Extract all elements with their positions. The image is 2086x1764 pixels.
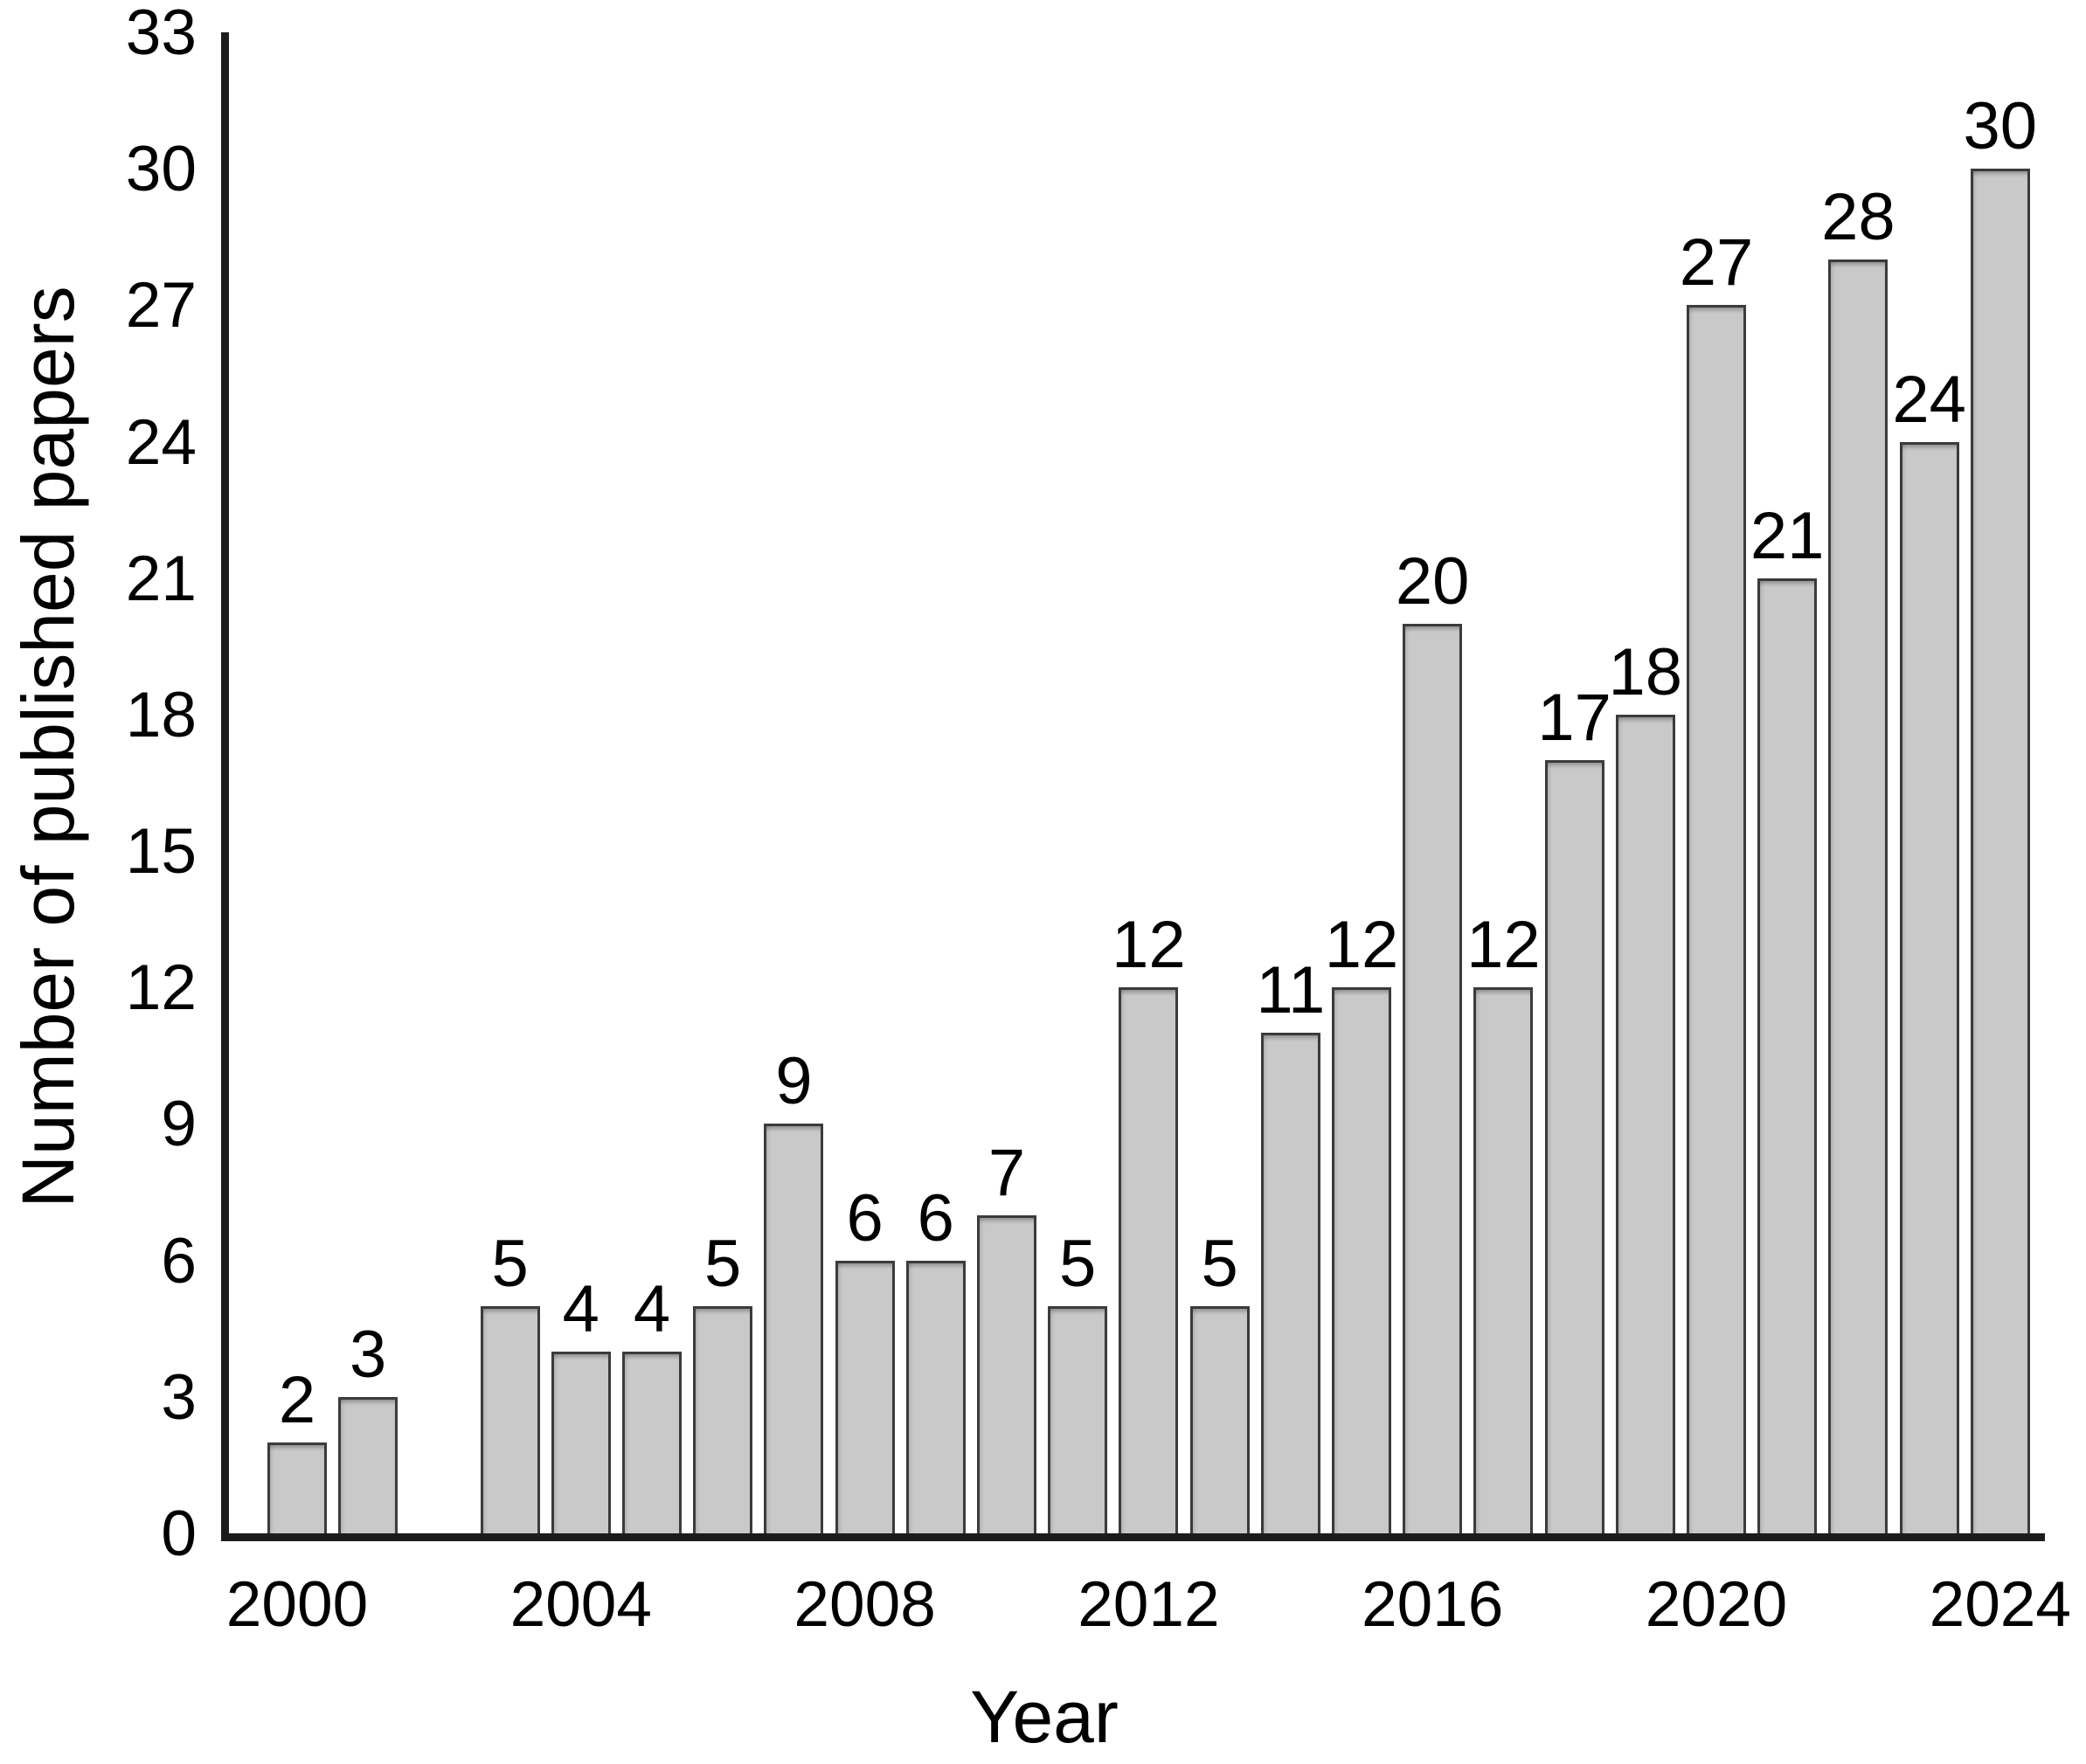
y-tick-label: 0 — [161, 1498, 197, 1569]
bar-2023 — [1899, 441, 1959, 1539]
x-axis-title: Year — [970, 1676, 1119, 1758]
bar-2011 — [1048, 1305, 1108, 1539]
x-tick-label: 2024 — [1929, 1569, 2071, 1640]
bar-2018 — [1544, 759, 1604, 1539]
x-tick-label: 2008 — [794, 1569, 936, 1640]
x-tick-label: 2020 — [1645, 1569, 1788, 1640]
bar-value-label: 6 — [846, 1180, 884, 1256]
bar-value-label: 5 — [1059, 1226, 1097, 1301]
y-tick-label: 21 — [125, 543, 197, 614]
bar-2005 — [622, 1351, 682, 1539]
bar-value-label: 2 — [278, 1362, 316, 1437]
bar-value-label: 21 — [1750, 498, 1825, 573]
bar-value-label: 11 — [1256, 953, 1326, 1028]
bar-2006 — [693, 1305, 753, 1539]
bar-2003 — [480, 1305, 540, 1539]
y-tick-label: 9 — [161, 1089, 197, 1160]
bar-value-label: 12 — [1112, 908, 1186, 983]
x-axis-line — [221, 1533, 2045, 1541]
x-tick-label: 2000 — [225, 1569, 369, 1640]
bar-2022 — [1828, 259, 1888, 1539]
y-tick-label: 18 — [125, 679, 197, 751]
bar-2024 — [1970, 169, 2030, 1539]
bar-2016 — [1403, 623, 1463, 1539]
bar-2000 — [267, 1442, 327, 1539]
bar-2017 — [1473, 987, 1534, 1539]
bar-value-label: 24 — [1892, 362, 1966, 437]
bar-2014 — [1260, 1033, 1320, 1539]
y-tick-label: 6 — [161, 1225, 197, 1297]
y-tick-label: 12 — [125, 952, 197, 1024]
bar-value-label: 27 — [1679, 225, 1754, 301]
bar-value-label: 20 — [1395, 543, 1470, 619]
bar-2008 — [835, 1260, 895, 1539]
bar-value-label: 9 — [775, 1044, 813, 1119]
bar-2007 — [764, 1124, 824, 1539]
bar-value-label: 6 — [917, 1180, 954, 1256]
y-tick-label: 3 — [161, 1361, 197, 1433]
bar-value-label: 3 — [350, 1317, 387, 1392]
bar-value-label: 17 — [1537, 680, 1611, 755]
bar-value-label: 5 — [1201, 1226, 1238, 1301]
y-tick-label: 24 — [125, 406, 197, 478]
bar-2020 — [1687, 305, 1746, 1539]
bar-2021 — [1757, 578, 1818, 1539]
bar-2013 — [1189, 1305, 1250, 1539]
y-axis-line — [221, 32, 229, 1541]
bar-value-label: 4 — [633, 1271, 671, 1346]
bar-2004 — [551, 1351, 611, 1539]
bar-value-label: 12 — [1324, 908, 1399, 983]
x-tick-label: 2012 — [1078, 1569, 1220, 1640]
bar-value-label: 4 — [562, 1271, 599, 1346]
bar-2009 — [905, 1260, 966, 1539]
bar-value-label: 28 — [1821, 180, 1895, 255]
y-tick-label: 27 — [125, 270, 197, 342]
bar-value-label: 5 — [704, 1226, 742, 1301]
bar-value-label: 12 — [1466, 908, 1541, 983]
bar-2019 — [1615, 714, 1675, 1539]
bar-value-label: 30 — [1963, 89, 2038, 164]
bar-2010 — [977, 1214, 1036, 1539]
y-tick-label: 15 — [125, 816, 197, 888]
x-tick-label: 2016 — [1361, 1569, 1504, 1640]
bar-value-label: 7 — [988, 1135, 1026, 1210]
bar-value-label: 18 — [1608, 634, 1683, 709]
bar-2015 — [1332, 987, 1391, 1539]
y-tick-label: 33 — [125, 0, 197, 68]
bar-value-label: 5 — [491, 1226, 529, 1301]
y-tick-label: 30 — [125, 134, 197, 205]
bar-2001 — [338, 1396, 398, 1539]
x-tick-label: 2004 — [509, 1569, 652, 1640]
